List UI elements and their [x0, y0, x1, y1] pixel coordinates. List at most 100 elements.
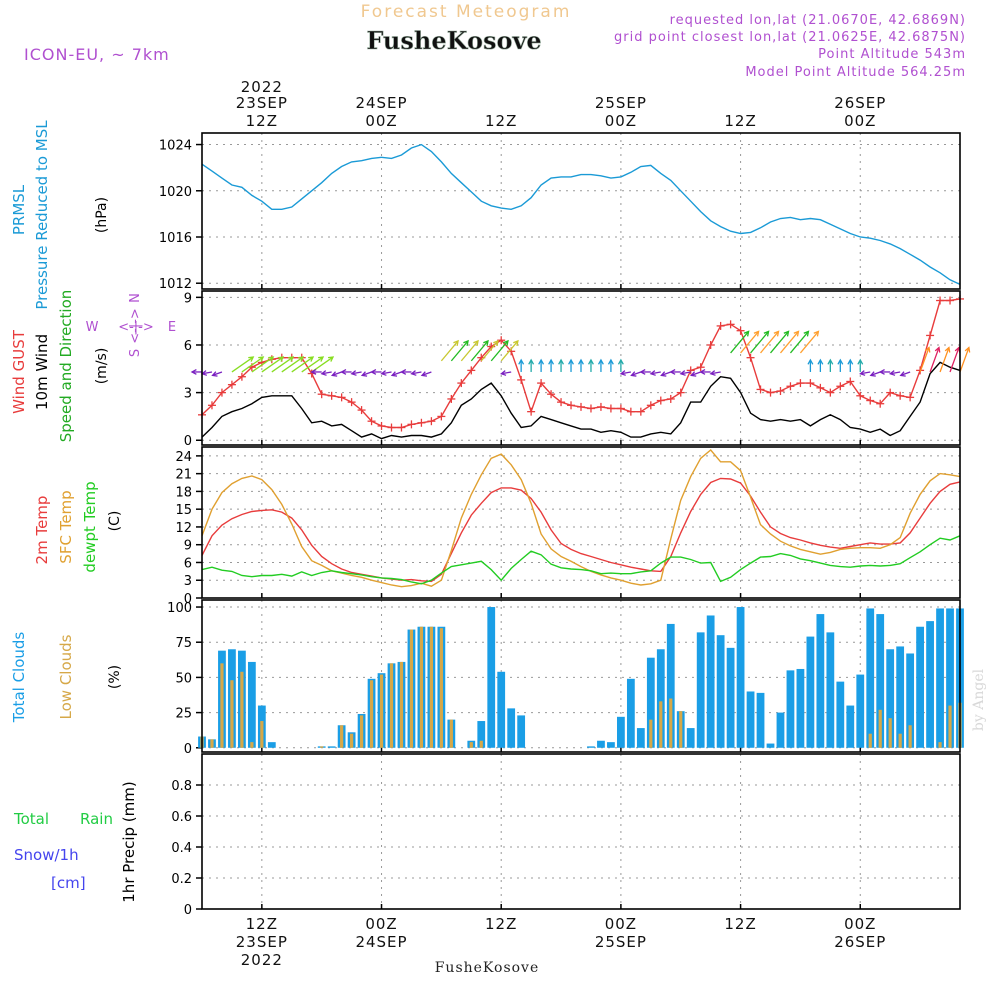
- arrow-head: [528, 358, 535, 365]
- wind-direction-arrow: [709, 370, 721, 376]
- arrow-head: [211, 371, 218, 377]
- arrow-head: [258, 356, 265, 362]
- wind-direction-arrow: [231, 356, 255, 373]
- arrow-shaft: [870, 371, 881, 377]
- total-cloud-bar: [866, 608, 875, 748]
- gust-marker: [557, 398, 566, 407]
- wind-direction-arrow: [261, 356, 285, 373]
- compass-rose: W <-|-> E <-|-> N S: [86, 293, 177, 357]
- panel-pressure: 1012 1016 1020 1024: [159, 132, 961, 292]
- wind-direction-arrow: [878, 369, 891, 375]
- wind-direction-arrow: [440, 339, 459, 362]
- gust-marker: [786, 382, 795, 391]
- y-tick-label: 6: [184, 556, 192, 571]
- arrow-shaft: [332, 371, 342, 377]
- arrow-head: [827, 358, 834, 365]
- low-cloud-bar: [409, 629, 414, 748]
- gust-marker: [547, 390, 556, 399]
- total-rain-label-1: Total: [13, 810, 49, 828]
- low-cloud-bar: [389, 663, 394, 748]
- y-tick-label: 1020: [159, 185, 192, 200]
- arrow-shaft: [351, 371, 362, 375]
- gust-marker: [437, 412, 446, 421]
- wind-direction-arrow: [241, 356, 265, 373]
- low-cloud-bar: [379, 674, 384, 748]
- low-cloud-bar: [260, 721, 264, 748]
- gust-marker: [417, 418, 426, 427]
- gust-marker: [736, 326, 745, 335]
- gust-marker: [447, 394, 456, 403]
- wind-direction-arrow: [360, 371, 372, 377]
- arrow-head: [859, 370, 866, 376]
- low-cloud-bar: [340, 725, 344, 748]
- low-cloud-bar: [868, 733, 872, 748]
- wind-direction-arrow: [789, 330, 810, 354]
- gust-marker: [467, 366, 476, 375]
- gust-marker: [936, 296, 945, 305]
- total-cloud-bar: [696, 632, 705, 748]
- gust-marker: [636, 407, 645, 416]
- arrow-shaft: [381, 371, 392, 375]
- y-tick-label: 15: [175, 503, 192, 518]
- model-label: ICON-EU, ~ 7km: [24, 45, 170, 64]
- total-cloud-bar: [607, 742, 615, 748]
- gust-marker: [756, 385, 765, 394]
- time-label: 12Z: [246, 112, 278, 130]
- gust-marker: [227, 380, 236, 389]
- temp-2m-label: 2m Temp: [33, 496, 51, 565]
- precip-unit: 1hr Precip (mm): [120, 781, 138, 902]
- gust-marker: [537, 379, 546, 388]
- arrow-head: [268, 356, 275, 362]
- panel-frame: [201, 599, 961, 753]
- time-label: 12Z: [485, 915, 517, 933]
- arrow-head: [660, 371, 667, 377]
- prmsl-line: [201, 143, 961, 286]
- arrow-head: [548, 358, 555, 365]
- sfc-temp-line: [201, 449, 961, 588]
- low-cloud-bar: [479, 740, 483, 748]
- wind-direction-arrow: [420, 371, 432, 377]
- time-label: 00Z: [605, 915, 637, 933]
- arrow-shaft: [301, 356, 324, 373]
- y-tick-label: 24: [175, 450, 192, 465]
- time-label: 23SEP: [236, 94, 288, 112]
- arrow-shaft: [241, 356, 264, 373]
- arrow-head: [793, 330, 800, 337]
- gust-marker: [766, 388, 775, 397]
- low-cloud-bar: [220, 663, 224, 748]
- wind-direction-arrow: [380, 370, 392, 376]
- arrow-head: [308, 356, 315, 362]
- low-cloud-bar: [419, 626, 424, 748]
- arrow-shaft: [440, 340, 459, 362]
- arrow-shaft: [730, 331, 750, 354]
- total-cloud-bar: [946, 608, 954, 748]
- low-cloud-bar: [669, 698, 673, 748]
- arrow-head: [619, 370, 626, 376]
- arrow-head: [944, 346, 951, 353]
- total-cloud-bar: [327, 746, 336, 748]
- arrow-head: [690, 371, 697, 377]
- arrow-shaft: [949, 347, 960, 373]
- snow-unit-label: [cm]: [51, 874, 86, 892]
- wind-10m-label: 10m Wind: [33, 334, 51, 410]
- wind-direction-arrow: [470, 339, 489, 362]
- gust-marker: [866, 396, 875, 405]
- wind-direction-arrow: [528, 358, 535, 372]
- total-cloud-bar: [646, 657, 655, 748]
- arrow-shaft: [740, 331, 760, 354]
- y-tick-label: 50: [175, 671, 192, 686]
- arrow-head: [330, 371, 338, 377]
- total-cloud-bar: [856, 674, 865, 748]
- footer-station: FusheKosove: [435, 960, 540, 976]
- total-cloud-bar: [936, 608, 944, 748]
- total-cloud-bar: [267, 742, 276, 748]
- wind-direction-arrow: [460, 339, 479, 362]
- arrow-shaft: [620, 371, 631, 375]
- gust-marker: [616, 404, 625, 413]
- y-tick-label: 0: [184, 592, 192, 607]
- y-tick-label: 0.4: [171, 841, 192, 856]
- y-tick-label: 1024: [159, 139, 192, 154]
- panel-frame: [201, 132, 961, 290]
- y-tick-label: 12: [175, 521, 192, 536]
